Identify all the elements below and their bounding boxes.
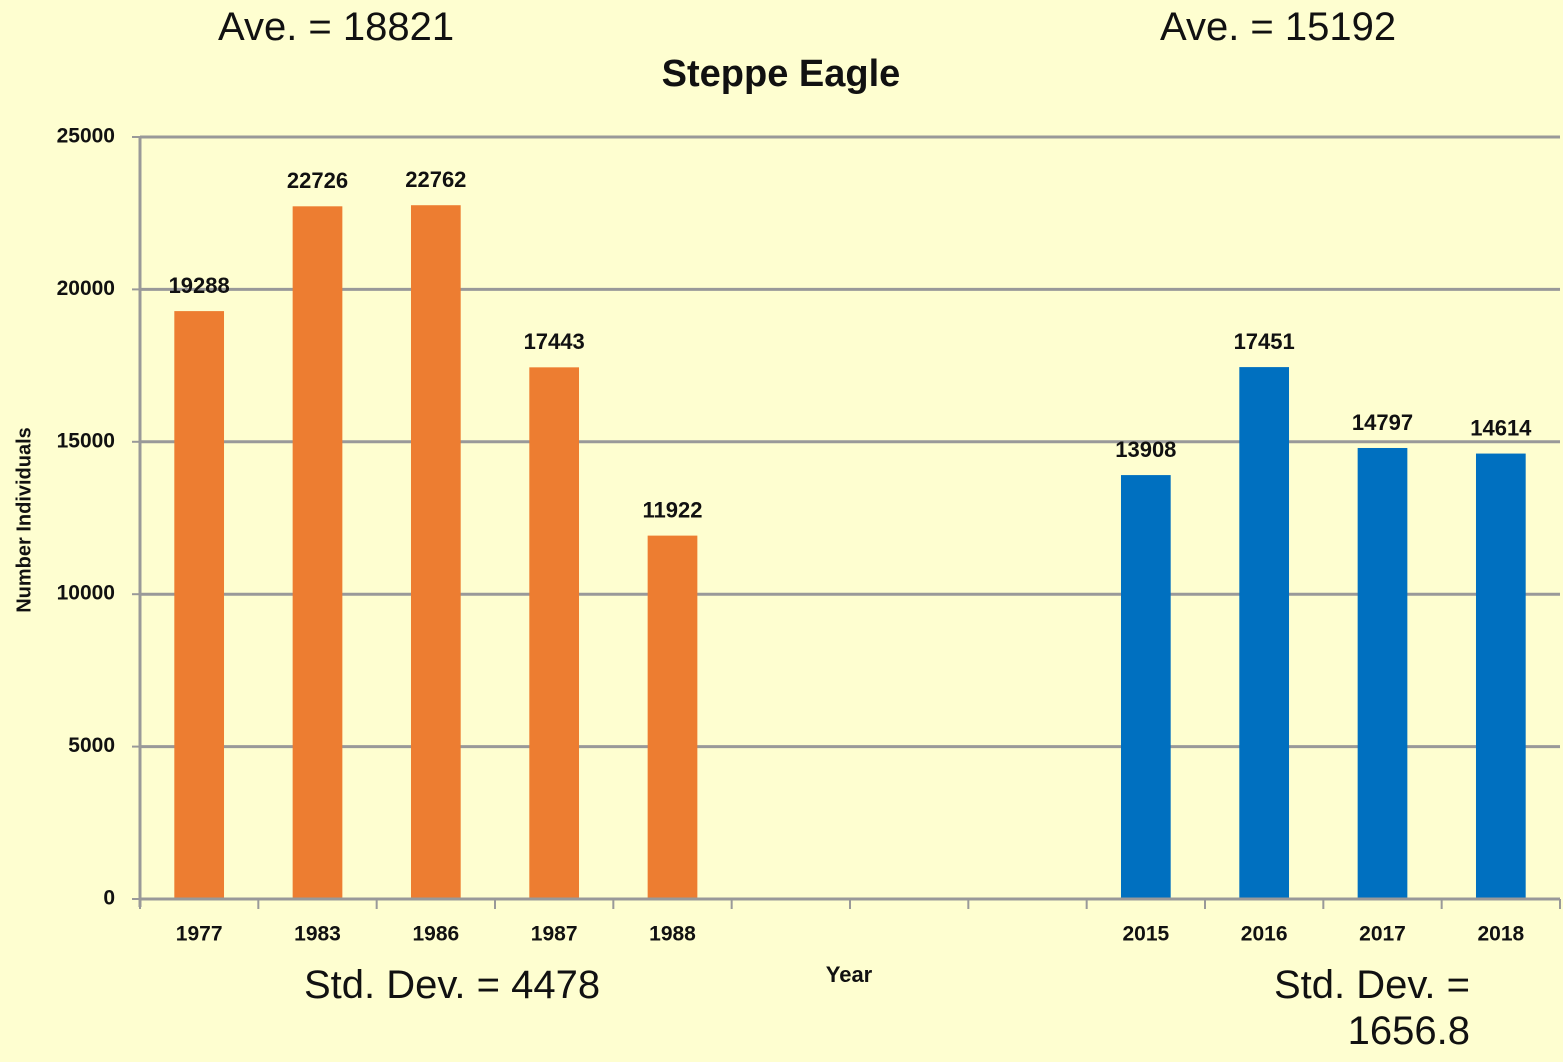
bar [529,367,580,899]
x-tick-label: 1983 [294,923,341,946]
y-tick-label: 5000 [68,734,115,757]
annotation: Ave. = 18821 [218,5,455,49]
x-tick-label: 1988 [649,923,696,946]
y-tick-label: 25000 [57,125,115,148]
data-label: 17451 [1234,329,1295,354]
data-label: 22762 [405,167,466,192]
x-tick-label: 1986 [412,923,459,946]
x-tick-label: 1987 [531,923,578,946]
x-axis-label: Year [826,962,873,987]
y-tick-label: 0 [103,887,115,910]
bar [410,205,461,899]
annotation: Std. Dev. = 1656.8 [1273,963,1470,1053]
bar [647,535,698,899]
bar [292,206,343,899]
x-tick-label: 2018 [1477,923,1524,946]
y-axis-label: Number Individuals [13,427,35,613]
bar [1120,475,1171,899]
x-tick-label: 1977 [176,923,223,946]
x-tick-label: 2015 [1122,923,1169,946]
data-label: 11922 [643,497,703,522]
data-label: 14797 [1352,410,1413,435]
y-tick-label: 15000 [57,429,115,452]
data-label: 13908 [1115,437,1176,462]
chart-title: Steppe Eagle [662,53,901,95]
x-tick-label: 2017 [1359,923,1406,946]
bar [174,311,225,899]
bar [1357,447,1408,899]
x-tick-label: 2016 [1241,923,1288,946]
y-tick-label: 10000 [57,582,115,605]
annotation: Ave. = 15192 [1160,5,1397,49]
data-label: 22726 [287,168,348,193]
bar [1239,367,1290,899]
data-label: 14614 [1470,415,1532,440]
annotation: Std. Dev. = 4478 [304,963,601,1007]
data-label: 17443 [524,329,585,354]
data-label: 19288 [169,273,230,298]
bar [1475,453,1526,899]
y-tick-label: 20000 [57,277,115,300]
